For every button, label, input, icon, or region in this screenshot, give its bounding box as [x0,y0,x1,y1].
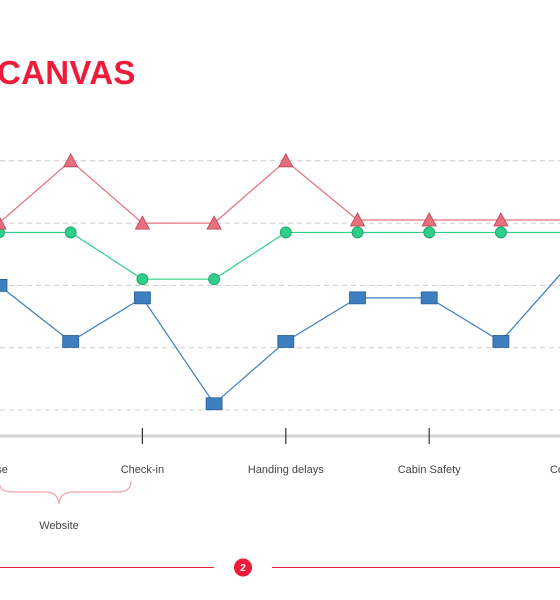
x-axis-label-2: Check-in [121,464,164,476]
point-square-2 [133,291,151,305]
point-circle-3 [208,273,221,286]
label-layer: use Check-in Handing delays Cabin Safety Coc… [0,464,560,476]
point-circle-2 [136,273,149,286]
point-triangle-2 [134,215,151,230]
point-circle-1 [64,226,77,239]
point-square-4 [277,335,295,348]
point-triangle-4 [278,152,294,168]
x-axis-label-0: use [0,464,8,476]
point-circle-4 [279,226,292,239]
point-square-6 [420,291,438,305]
page-number-badge [234,558,252,577]
website-bracket [0,480,132,505]
series-line-circle [0,231,560,280]
website-group-label: Website [39,520,79,532]
point-circle-7 [494,226,507,239]
point-circle-0 [0,226,5,239]
series-layer [0,152,560,411]
point-square-5 [349,291,366,305]
page-number: 2 [240,563,246,574]
point-triangle-6 [421,212,437,227]
grid-layer [0,160,560,411]
point-square-1 [62,335,80,348]
x-axis-label-8: Cockpit c [550,464,560,476]
point-triangle-3 [206,215,222,230]
point-square-3 [205,397,223,411]
series-line-square [0,273,560,405]
point-circle-6 [423,226,436,239]
slide-title: CANVAS [0,54,136,91]
axis-layer [0,428,560,444]
x-axis-label-6: Cabin Safety [398,464,461,476]
point-triangle-5 [349,212,366,227]
point-square-0 [0,278,8,292]
point-triangle-7 [493,212,509,227]
point-triangle-1 [63,152,79,168]
series-line-triangle [0,160,560,224]
point-circle-5 [351,226,364,239]
point-square-7 [492,335,510,348]
point-triangle-0 [0,217,7,230]
x-axis-label-4: Handing delays [248,464,324,476]
